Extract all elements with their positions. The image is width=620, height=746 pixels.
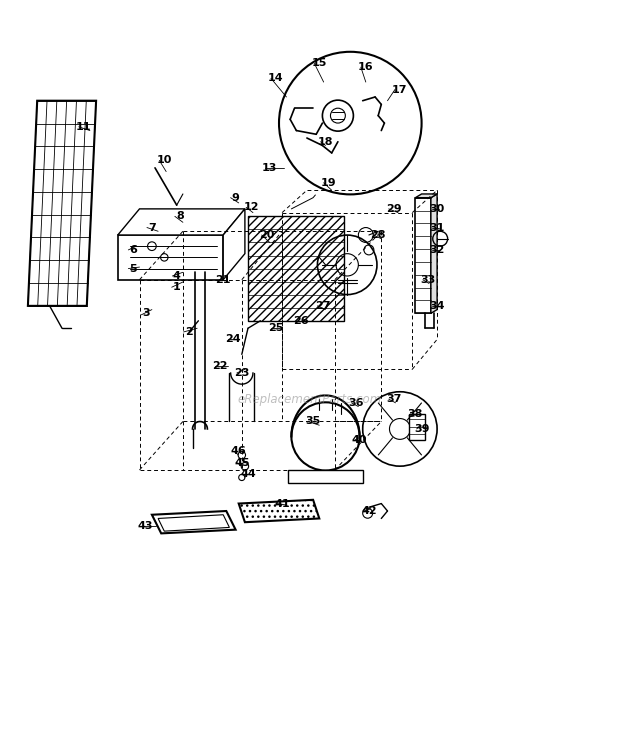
- Text: 26: 26: [293, 316, 309, 326]
- Text: 3: 3: [142, 308, 149, 319]
- Text: 33: 33: [420, 275, 435, 285]
- Text: 10: 10: [157, 155, 172, 166]
- Text: eReplacementParts.com: eReplacementParts.com: [238, 392, 382, 406]
- Text: 44: 44: [240, 468, 256, 479]
- Text: 43: 43: [138, 521, 153, 531]
- Polygon shape: [239, 500, 319, 522]
- Text: 21: 21: [216, 275, 231, 285]
- Polygon shape: [415, 194, 437, 198]
- Text: 42: 42: [361, 506, 377, 516]
- Text: 41: 41: [274, 498, 290, 509]
- Text: 46: 46: [231, 446, 247, 457]
- Polygon shape: [118, 235, 223, 280]
- Text: 19: 19: [321, 178, 337, 188]
- Text: 5: 5: [130, 263, 137, 274]
- Text: 4: 4: [173, 271, 180, 281]
- Text: 11: 11: [76, 122, 92, 132]
- Text: 18: 18: [317, 137, 334, 147]
- Text: 22: 22: [212, 360, 228, 371]
- Polygon shape: [158, 515, 229, 531]
- Text: 15: 15: [312, 58, 327, 69]
- Polygon shape: [152, 511, 236, 533]
- Text: 25: 25: [268, 323, 283, 333]
- Text: 35: 35: [306, 416, 321, 427]
- Text: 37: 37: [386, 394, 401, 404]
- Text: 31: 31: [430, 222, 445, 233]
- Text: 32: 32: [430, 245, 445, 255]
- Text: 7: 7: [148, 222, 156, 233]
- Polygon shape: [431, 194, 437, 313]
- Text: 40: 40: [352, 435, 367, 445]
- Text: 38: 38: [408, 409, 423, 419]
- Text: 6: 6: [130, 245, 137, 255]
- Text: 17: 17: [392, 84, 408, 95]
- Text: 29: 29: [386, 204, 402, 214]
- Text: 27: 27: [315, 301, 330, 311]
- Text: 16: 16: [358, 62, 374, 72]
- Text: 12: 12: [243, 202, 259, 213]
- Polygon shape: [118, 209, 245, 235]
- Text: 39: 39: [414, 424, 429, 434]
- Text: 8: 8: [176, 211, 184, 222]
- Text: 20: 20: [259, 230, 274, 240]
- Polygon shape: [223, 209, 245, 280]
- Text: 2: 2: [185, 327, 193, 337]
- Text: 36: 36: [348, 398, 365, 408]
- Text: 14: 14: [268, 73, 284, 84]
- Text: 1: 1: [173, 282, 180, 292]
- Text: 24: 24: [224, 334, 241, 345]
- Polygon shape: [248, 216, 344, 321]
- Text: 30: 30: [430, 204, 445, 214]
- Text: 34: 34: [429, 301, 445, 311]
- Bar: [409, 414, 425, 440]
- Text: 9: 9: [232, 192, 239, 203]
- Text: 28: 28: [371, 230, 386, 240]
- Text: 45: 45: [234, 457, 249, 468]
- Polygon shape: [28, 101, 96, 306]
- Text: 13: 13: [262, 163, 277, 173]
- Text: 23: 23: [234, 368, 249, 378]
- Polygon shape: [415, 198, 431, 313]
- Bar: [288, 470, 363, 483]
